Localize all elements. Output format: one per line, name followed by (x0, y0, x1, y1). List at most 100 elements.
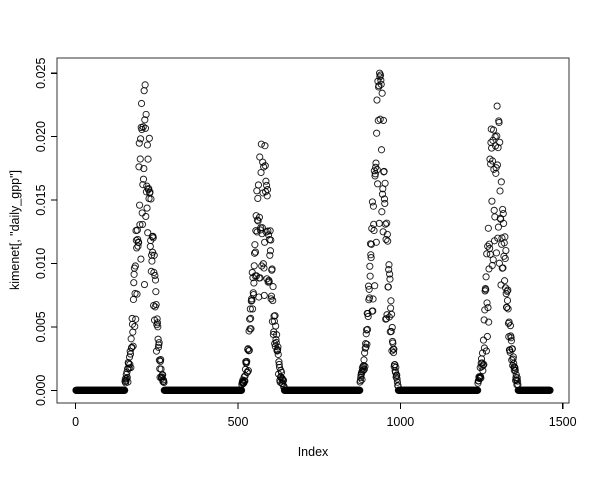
plot-box (56, 57, 570, 404)
data-point (136, 155, 144, 163)
data-point (269, 296, 277, 305)
data-point (381, 179, 389, 187)
data-point (494, 234, 502, 242)
data-point (499, 209, 507, 218)
data-point (137, 135, 145, 143)
data-point (362, 330, 370, 338)
data-point (507, 337, 515, 345)
data-point (148, 257, 156, 265)
data-point (251, 248, 260, 256)
data-point (492, 249, 501, 257)
data-point (367, 240, 376, 248)
data-point (494, 144, 502, 152)
data-point (388, 323, 396, 332)
data-point (383, 219, 391, 227)
data-point (259, 260, 267, 268)
data-point (274, 343, 282, 351)
data-point (497, 281, 505, 289)
data-point (390, 345, 398, 353)
data-point (480, 361, 488, 369)
data-point (363, 340, 371, 348)
data-point (506, 322, 514, 330)
data-point (147, 195, 155, 203)
data-point (140, 87, 148, 95)
data-point (274, 350, 282, 359)
data-point (478, 349, 487, 357)
data-point (129, 342, 137, 350)
data-point (372, 159, 380, 167)
data-point (393, 371, 401, 379)
data-point (380, 195, 389, 203)
data-point (237, 386, 246, 394)
data-point (128, 320, 137, 328)
x-tick-label: 500 (228, 415, 249, 429)
data-point (250, 279, 258, 287)
scatter-points (72, 69, 554, 394)
data-point (269, 283, 277, 291)
data-point (508, 345, 516, 353)
data-point (501, 254, 509, 263)
data-point (500, 219, 508, 227)
data-point (385, 261, 393, 269)
data-point (271, 312, 279, 320)
data-point (150, 251, 158, 259)
data-point (130, 279, 138, 287)
data-point (383, 311, 391, 319)
data-point (377, 80, 385, 88)
data-point (493, 102, 501, 110)
data-point (143, 204, 151, 212)
data-point (356, 377, 364, 385)
data-point (380, 167, 388, 175)
data-point (243, 357, 251, 365)
data-point (503, 303, 511, 312)
data-point (474, 386, 482, 394)
data-point (141, 124, 150, 132)
data-point (141, 116, 149, 124)
data-point (386, 270, 394, 278)
data-point (261, 162, 269, 170)
x-tick-label: 0 (72, 415, 79, 429)
data-point (511, 366, 519, 375)
data-point (393, 378, 401, 386)
data-point (143, 141, 151, 149)
data-point (493, 161, 502, 169)
data-point (365, 294, 374, 302)
data-point (272, 338, 280, 347)
data-point (152, 347, 161, 355)
data-point (244, 367, 252, 375)
data-point (357, 373, 365, 382)
data-point (123, 368, 131, 376)
data-point (371, 282, 379, 290)
data-point (482, 347, 490, 355)
data-point (152, 288, 160, 296)
data-point (501, 233, 509, 241)
data-point (266, 227, 274, 235)
y-tick-label: 0.000 (34, 375, 48, 406)
data-point (513, 374, 521, 382)
data-point (146, 188, 154, 196)
y-axis-label: kimenet[, "daily_gpp"] (8, 169, 22, 291)
data-point (139, 181, 147, 189)
data-point (482, 286, 490, 294)
data-point (270, 317, 278, 325)
data-point (356, 386, 364, 394)
data-point (366, 272, 374, 280)
data-point (499, 264, 507, 272)
x-tick-label: 1000 (386, 415, 414, 429)
data-point (485, 318, 493, 326)
data-point (247, 325, 255, 333)
data-point (138, 209, 146, 217)
data-point (261, 142, 269, 150)
data-point (492, 169, 500, 177)
data-point (272, 335, 280, 344)
data-point (246, 305, 254, 313)
data-point (387, 297, 395, 305)
data-point (373, 166, 381, 174)
data-point (372, 238, 380, 246)
y-tick-label: 0.010 (34, 248, 48, 279)
data-point (483, 299, 491, 307)
data-point (141, 81, 149, 89)
data-point (254, 217, 262, 225)
data-point (137, 255, 145, 263)
data-point (135, 139, 143, 147)
